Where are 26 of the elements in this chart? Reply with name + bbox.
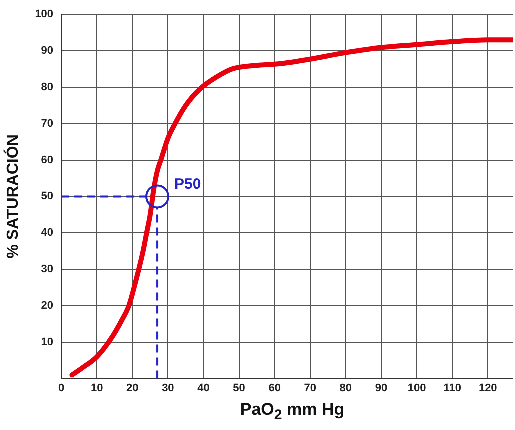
y-tick-label: 50 xyxy=(41,190,54,203)
x-tick-label: 0 xyxy=(58,382,65,394)
y-tick-label: 70 xyxy=(41,118,54,130)
x-tick-label: 30 xyxy=(162,382,174,394)
x-axis-title: PaO$_{2}$ mm Hg xyxy=(239,399,346,426)
x-tick-label: 110 xyxy=(444,382,462,394)
y-axis-title: % SATURACIÓN xyxy=(3,134,22,259)
x-tick-label: 50 xyxy=(233,382,246,394)
y-tick-label: 40 xyxy=(41,227,54,240)
y-tick-label: 30 xyxy=(41,264,54,276)
x-tick-label: 100 xyxy=(408,382,426,394)
y-tick-label: 20 xyxy=(41,300,54,312)
y-tick-label: 90 xyxy=(41,45,54,58)
x-tick-label: 20 xyxy=(126,382,139,394)
x-tick-label: 120 xyxy=(478,382,498,394)
annotation: P50 xyxy=(174,176,202,193)
y-tick-label: 10 xyxy=(41,336,54,348)
x-tick-label: 70 xyxy=(304,382,317,394)
x-tick-label: 60 xyxy=(268,382,281,394)
x-tick-label: 80 xyxy=(340,382,352,394)
x-tick-label: 10 xyxy=(90,382,104,394)
x-tick-label: 40 xyxy=(198,382,210,394)
y-tick-label: 80 xyxy=(41,81,54,94)
y-tick-label: 100 xyxy=(35,8,54,21)
x-tick-label: 90 xyxy=(375,382,388,394)
y-tick-label: 60 xyxy=(41,154,54,166)
